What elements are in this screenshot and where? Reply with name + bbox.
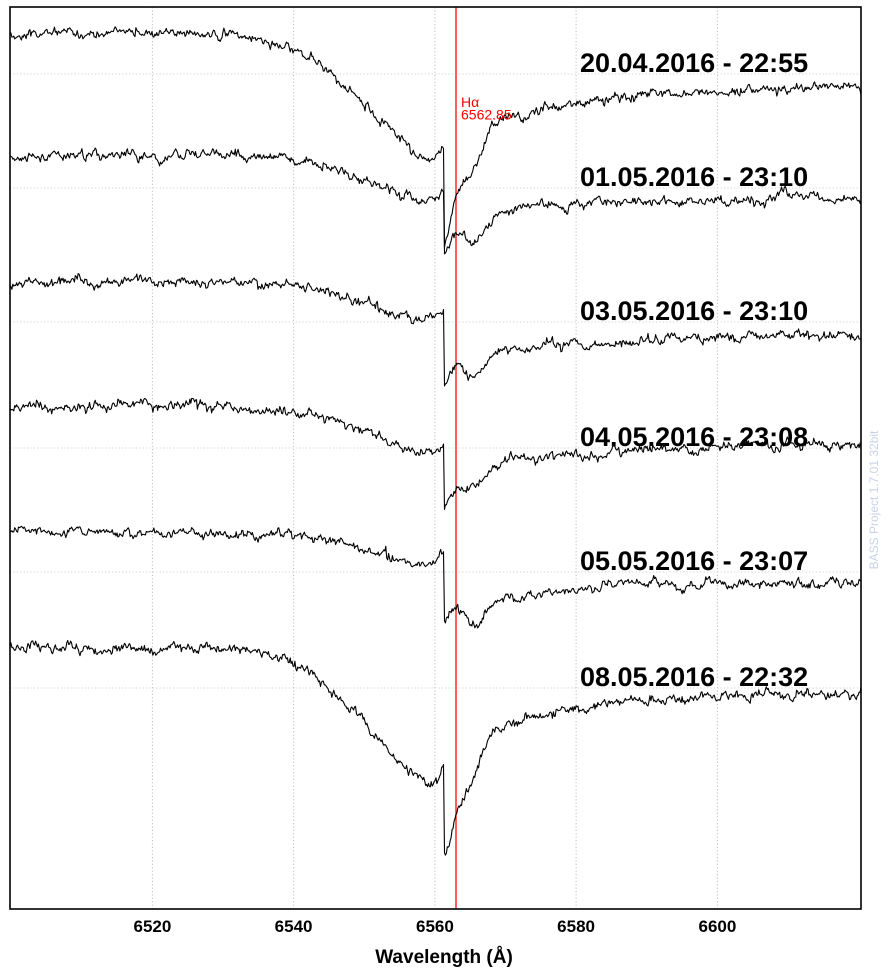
svg-text:Wavelength (Å): Wavelength (Å): [375, 947, 513, 968]
svg-text:6540: 6540: [275, 917, 313, 936]
svg-text:03.05.2016 - 23:10: 03.05.2016 - 23:10: [580, 296, 808, 326]
svg-text:6580: 6580: [557, 917, 595, 936]
svg-text:6600: 6600: [698, 917, 736, 936]
svg-text:6520: 6520: [133, 917, 171, 936]
svg-text:BASS Project 1.7.01 32bit: BASS Project 1.7.01 32bit: [867, 430, 881, 569]
svg-text:01.05.2016 - 23:10: 01.05.2016 - 23:10: [580, 162, 808, 192]
svg-text:20.04.2016 - 22:55: 20.04.2016 - 22:55: [580, 48, 808, 78]
svg-text:6560: 6560: [416, 917, 454, 936]
svg-text:05.05.2016 - 23:07: 05.05.2016 - 23:07: [580, 546, 808, 576]
svg-text:04.05.2016 - 23:08: 04.05.2016 - 23:08: [580, 422, 808, 452]
svg-text:08.05.2016 - 22:32: 08.05.2016 - 22:32: [580, 662, 808, 692]
svg-text:6562.85: 6562.85: [461, 107, 512, 123]
